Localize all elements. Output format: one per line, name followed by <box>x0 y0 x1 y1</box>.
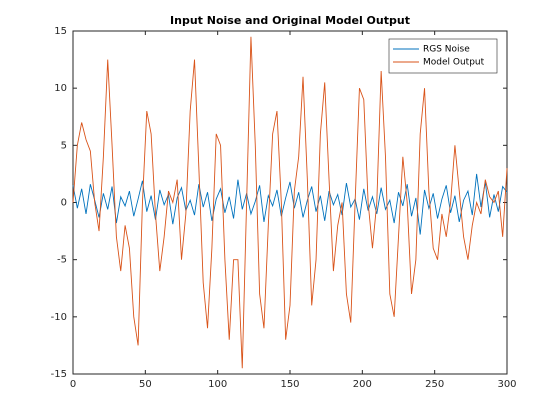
legend-label: Model Output <box>423 58 485 68</box>
x-tick-label: 0 <box>70 379 76 390</box>
plot-area <box>72 30 508 375</box>
x-tick-label: 300 <box>497 379 516 390</box>
y-tick-label: -10 <box>51 312 67 323</box>
x-tick-label: 100 <box>208 379 227 390</box>
series-line <box>72 173 508 235</box>
x-tick-label: 50 <box>139 379 152 390</box>
y-tick-label: -5 <box>57 255 67 266</box>
legend-box <box>388 38 498 74</box>
y-tick-label: 0 <box>61 198 67 209</box>
chart-title: Input Noise and Original Model Output <box>170 14 410 27</box>
series-line <box>72 36 508 369</box>
legend-label: RGS Noise <box>423 45 470 55</box>
x-tick-label: 150 <box>280 379 299 390</box>
y-tick-label: 5 <box>61 140 67 151</box>
x-tick-label: 200 <box>353 379 372 390</box>
y-tick-label: -15 <box>51 369 67 380</box>
y-tick-label: 10 <box>54 83 67 94</box>
y-tick-label: 15 <box>54 26 67 37</box>
x-tick-label: 250 <box>425 379 444 390</box>
